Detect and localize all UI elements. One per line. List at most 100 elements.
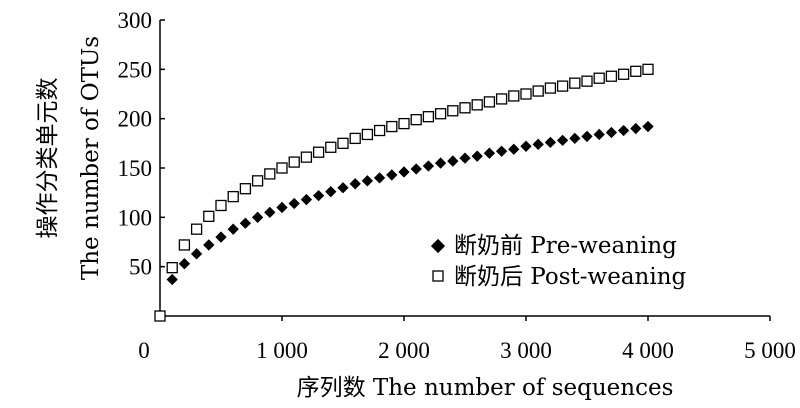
data-point-pre-weaning <box>337 182 349 194</box>
data-point-post-weaning <box>508 90 520 102</box>
x-tick-label: 3 000 <box>500 338 552 363</box>
data-point-pre-weaning <box>215 231 227 243</box>
data-point-post-weaning <box>276 162 288 174</box>
legend-marker-filled-diamond <box>430 238 446 254</box>
data-point-post-weaning <box>312 146 325 158</box>
data-point-pre-weaning <box>325 186 337 198</box>
data-point-post-weaning <box>544 82 557 94</box>
legend-item-post-weaning: 断奶后 Post-weaning <box>432 264 687 290</box>
data-point-pre-weaning <box>471 150 483 162</box>
data-point-pre-weaning <box>386 169 398 181</box>
data-point-post-weaning <box>556 80 569 92</box>
data-point-pre-weaning <box>312 189 325 202</box>
data-point-pre-weaning <box>227 223 239 235</box>
data-point-post-weaning <box>203 210 215 222</box>
data-point-pre-weaning <box>288 197 300 210</box>
data-point-pre-weaning <box>373 172 386 184</box>
data-point-pre-weaning <box>459 152 471 164</box>
data-point-post-weaning <box>373 124 386 137</box>
data-point-pre-weaning <box>544 136 557 149</box>
data-point-post-weaning <box>178 239 191 251</box>
y-tick-label: 100 <box>118 205 153 230</box>
data-point-pre-weaning <box>166 273 178 286</box>
data-point-post-weaning <box>593 72 605 84</box>
data-point-post-weaning <box>154 310 166 322</box>
data-point-pre-weaning <box>605 126 618 139</box>
legend: 断奶前 Pre-weaning 断奶后 Post-weaning <box>430 233 687 290</box>
data-point-post-weaning <box>288 156 300 168</box>
data-point-pre-weaning <box>520 140 532 152</box>
data-point-pre-weaning <box>556 134 569 147</box>
x-axis-title: 序列数 The number of sequences <box>297 375 674 401</box>
y-axis-title: 操作分类单元数 The number of OTUs <box>35 36 104 280</box>
data-point-pre-weaning <box>581 130 593 143</box>
x-tick-label: 1 000 <box>256 338 308 363</box>
data-point-post-weaning <box>386 120 398 133</box>
data-point-post-weaning <box>215 199 227 212</box>
legend-label-post-weaning: 断奶后 Post-weaning <box>454 264 687 290</box>
data-point-pre-weaning <box>361 175 374 187</box>
data-point-pre-weaning <box>483 147 496 159</box>
series-pre-weaning <box>166 120 654 286</box>
data-point-post-weaning <box>581 75 593 87</box>
data-point-post-weaning <box>617 68 630 80</box>
data-point-post-weaning <box>520 88 532 100</box>
data-point-post-weaning <box>471 99 483 111</box>
x-axis-ticks: 0 1 000 2 000 3 000 4 000 5 000 <box>138 316 796 363</box>
data-point-post-weaning <box>190 223 203 235</box>
data-point-pre-weaning <box>447 155 459 167</box>
data-point-post-weaning <box>569 77 581 89</box>
data-point-post-weaning <box>337 137 349 149</box>
data-point-post-weaning <box>447 105 459 117</box>
data-point-post-weaning <box>166 262 178 274</box>
legend-item-pre-weaning: 断奶前 Pre-weaning <box>430 233 677 259</box>
data-point-pre-weaning <box>569 132 581 145</box>
data-point-pre-weaning <box>593 128 605 141</box>
y-tick-label: 200 <box>118 107 153 132</box>
data-point-post-weaning <box>325 141 337 153</box>
data-point-pre-weaning <box>251 211 264 223</box>
data-point-pre-weaning <box>398 166 410 178</box>
data-point-post-weaning <box>483 96 496 108</box>
data-point-pre-weaning <box>422 160 435 172</box>
legend-label-pre-weaning: 断奶前 Pre-weaning <box>454 233 677 259</box>
data-point-post-weaning <box>434 108 447 120</box>
x-tick-label: 5 000 <box>744 338 796 363</box>
data-point-pre-weaning <box>617 124 630 137</box>
data-point-post-weaning <box>227 190 239 203</box>
data-point-post-weaning <box>630 65 642 77</box>
data-point-post-weaning <box>264 168 276 180</box>
x-tick-label: 0 <box>138 338 150 363</box>
data-point-pre-weaning <box>239 217 252 229</box>
data-point-post-weaning <box>532 85 544 97</box>
data-point-post-weaning <box>495 93 508 105</box>
data-point-pre-weaning <box>495 145 508 157</box>
data-point-pre-weaning <box>434 157 447 169</box>
data-point-pre-weaning <box>178 258 191 270</box>
data-point-pre-weaning <box>300 193 313 206</box>
data-point-post-weaning <box>239 183 252 195</box>
data-point-post-weaning <box>410 114 422 126</box>
data-point-post-weaning <box>459 102 471 114</box>
legend-marker-open-square <box>432 270 444 282</box>
data-point-pre-weaning <box>190 248 203 260</box>
y-tick-label: 50 <box>129 255 152 280</box>
data-point-pre-weaning <box>642 120 654 133</box>
x-tick-label: 2 000 <box>378 338 430 363</box>
data-point-pre-weaning <box>410 163 422 175</box>
data-point-post-weaning <box>605 70 618 82</box>
y-tick-label: 300 <box>118 8 153 33</box>
data-point-pre-weaning <box>630 122 642 135</box>
data-point-post-weaning <box>251 175 264 187</box>
data-point-post-weaning <box>422 111 435 123</box>
x-tick-label: 4 000 <box>622 338 674 363</box>
data-point-post-weaning <box>300 151 313 163</box>
data-point-pre-weaning <box>276 201 288 214</box>
data-point-pre-weaning <box>349 178 361 190</box>
data-point-post-weaning <box>398 117 410 130</box>
data-point-pre-weaning <box>532 138 544 150</box>
data-point-pre-weaning <box>203 239 215 251</box>
y-tick-label: 150 <box>118 156 153 181</box>
series-post-weaning <box>154 63 654 322</box>
